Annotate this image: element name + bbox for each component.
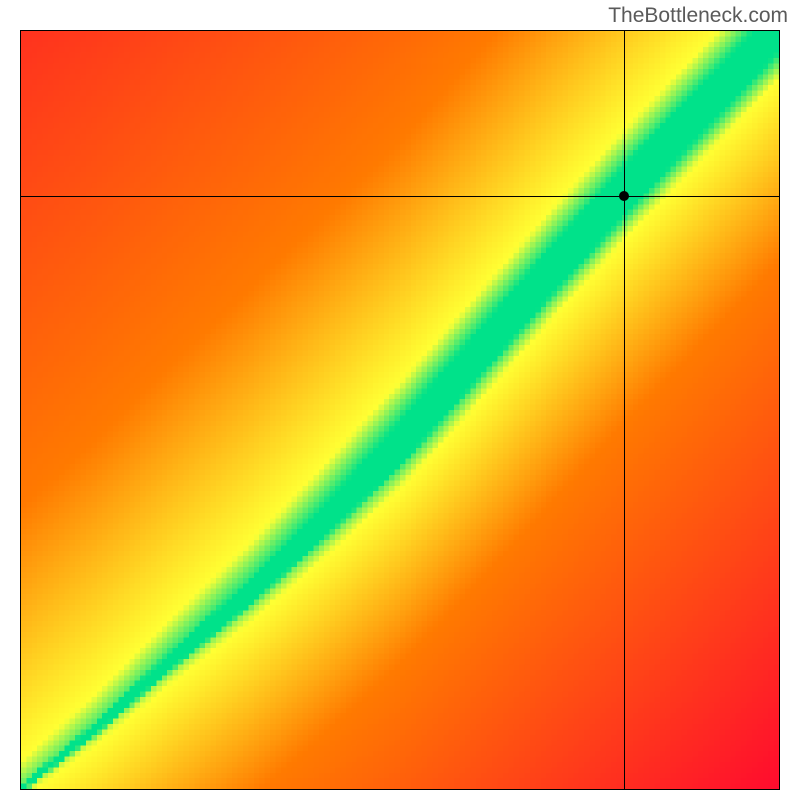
heatmap-canvas	[21, 31, 779, 789]
crosshair-vertical	[624, 31, 625, 789]
crosshair-horizontal	[21, 196, 779, 197]
watermark-text: TheBottleneck.com	[608, 4, 788, 28]
data-point-marker	[619, 191, 629, 201]
bottleneck-heatmap	[20, 30, 780, 790]
